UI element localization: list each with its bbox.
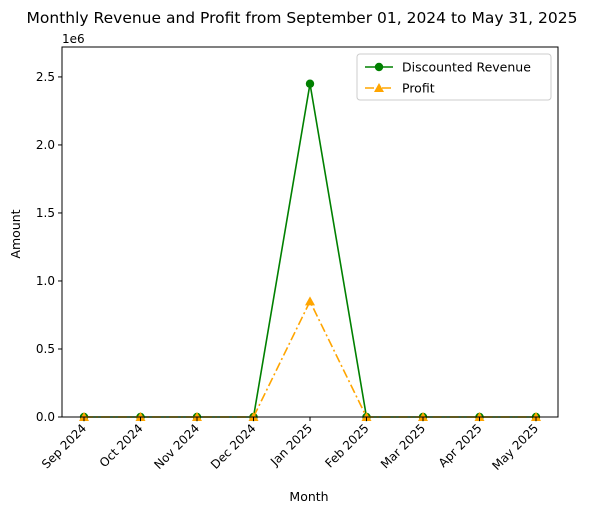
legend: Discounted Revenue Profit (356, 53, 552, 101)
plot-area (79, 79, 541, 422)
x-tick-label: Sep 2024 (39, 421, 89, 471)
y-axis-offset-label: 1e6 (62, 32, 85, 46)
data-point (305, 79, 315, 88)
legend-entry: Profit (365, 81, 435, 96)
y-tick-label: 0.0 (36, 410, 55, 424)
series-1 (79, 296, 541, 421)
y-tick-label: 2.0 (36, 138, 55, 152)
x-axis-label: Month (289, 489, 328, 504)
series-line (84, 83, 536, 418)
y-axis-label: Amount (8, 209, 23, 258)
series-0 (79, 79, 541, 422)
x-axis: Sep 2024 Oct 2024 Nov 2024 Dec 2024 Jan 2025… (39, 417, 541, 473)
x-tick-label: Mar 2025 (378, 421, 428, 471)
x-tick-label: Apr 2025 (436, 421, 485, 470)
legend-marker (374, 62, 384, 72)
y-tick-label: 0.5 (36, 342, 55, 356)
x-tick-label: May 2025 (489, 421, 541, 473)
chart-title: Monthly Revenue and Profit from Septembe… (27, 9, 578, 27)
legend-label: Profit (402, 81, 435, 96)
y-tick-label: 1.5 (36, 206, 55, 220)
x-tick-label: Jan 2025 (267, 421, 315, 469)
x-tick-label: Nov 2024 (151, 421, 202, 472)
data-point (305, 296, 315, 306)
y-axis: 0.0 0.5 1.0 1.5 2.0 2.5 (36, 70, 62, 424)
y-tick-label: 1.0 (36, 274, 55, 288)
y-tick-label: 2.5 (36, 70, 55, 84)
legend-entry: Discounted Revenue (365, 60, 531, 75)
legend-box (356, 53, 552, 101)
x-tick-label: Dec 2024 (208, 421, 259, 472)
x-tick-label: Feb 2025 (322, 421, 371, 470)
plot-frame (61, 46, 559, 418)
series-line (84, 299, 536, 418)
x-tick-label: Oct 2024 (97, 421, 146, 470)
legend-label: Discounted Revenue (402, 60, 531, 75)
legend-marker (374, 83, 384, 92)
